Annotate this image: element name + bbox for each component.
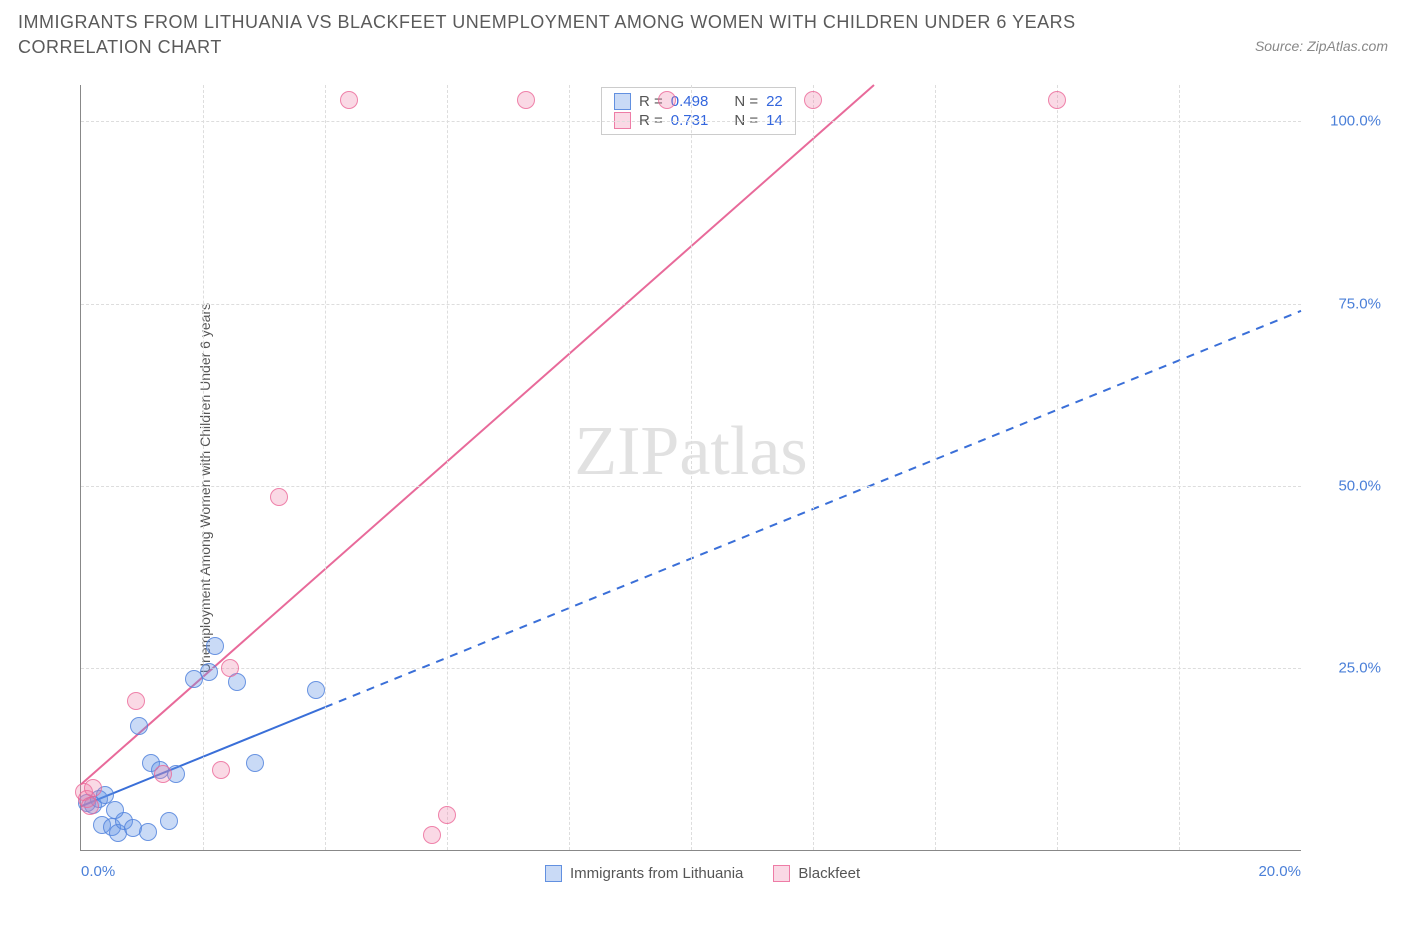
y-tick-label: 25.0% [1338, 659, 1381, 676]
bottom-legend-label: Immigrants from Lithuania [570, 865, 743, 882]
bottom-legend: Immigrants from Lithuania Blackfeet [545, 865, 860, 882]
source-label: Source: ZipAtlas.com [1255, 38, 1388, 54]
legend-blue-N: 22 [766, 93, 783, 110]
swatch-blue-icon [614, 93, 631, 110]
x-tick-label: 20.0% [1258, 863, 1301, 880]
gridline-v [1057, 85, 1058, 850]
bottom-legend-label: Blackfeet [798, 865, 860, 882]
plot-area: ZIPatlas R = 0.498 N = 22 R = 0.731 N = … [80, 85, 1301, 851]
data-point [270, 488, 288, 506]
data-point [212, 761, 230, 779]
data-point [340, 91, 358, 109]
data-point [804, 91, 822, 109]
gridline-v [691, 85, 692, 850]
gridline-v [203, 85, 204, 850]
gridline-v [325, 85, 326, 850]
data-point [246, 754, 264, 772]
data-point [206, 637, 224, 655]
data-point [517, 91, 535, 109]
y-tick-label: 50.0% [1338, 477, 1381, 494]
x-tick-label: 0.0% [81, 863, 115, 880]
data-point [154, 765, 172, 783]
gridline-v [813, 85, 814, 850]
data-point [438, 806, 456, 824]
legend-N-label: N = [734, 93, 758, 110]
data-point [81, 797, 99, 815]
gridline-v [447, 85, 448, 850]
data-point [127, 692, 145, 710]
data-point [106, 801, 124, 819]
data-point [84, 779, 102, 797]
gridline-v [1179, 85, 1180, 850]
data-point [658, 91, 676, 109]
gridline-v [569, 85, 570, 850]
bottom-legend-item: Immigrants from Lithuania [545, 865, 743, 882]
data-point [130, 717, 148, 735]
correlation-legend: R = 0.498 N = 22 R = 0.731 N = 14 [601, 87, 796, 135]
data-point [160, 812, 178, 830]
legend-blue-R: 0.498 [671, 93, 709, 110]
data-point [423, 826, 441, 844]
swatch-pink-icon [773, 865, 790, 882]
y-tick-label: 75.0% [1338, 295, 1381, 312]
data-point [200, 663, 218, 681]
legend-row-blue: R = 0.498 N = 22 [614, 92, 783, 111]
data-point [1048, 91, 1066, 109]
chart-title: IMMIGRANTS FROM LITHUANIA VS BLACKFEET U… [18, 10, 1118, 60]
data-point [307, 681, 325, 699]
gridline-v [935, 85, 936, 850]
chart-container: Unemployment Among Women with Children U… [55, 85, 1385, 890]
data-point [221, 659, 239, 677]
y-tick-label: 100.0% [1330, 113, 1381, 130]
swatch-blue-icon [545, 865, 562, 882]
data-point [139, 823, 157, 841]
bottom-legend-item: Blackfeet [773, 865, 860, 882]
